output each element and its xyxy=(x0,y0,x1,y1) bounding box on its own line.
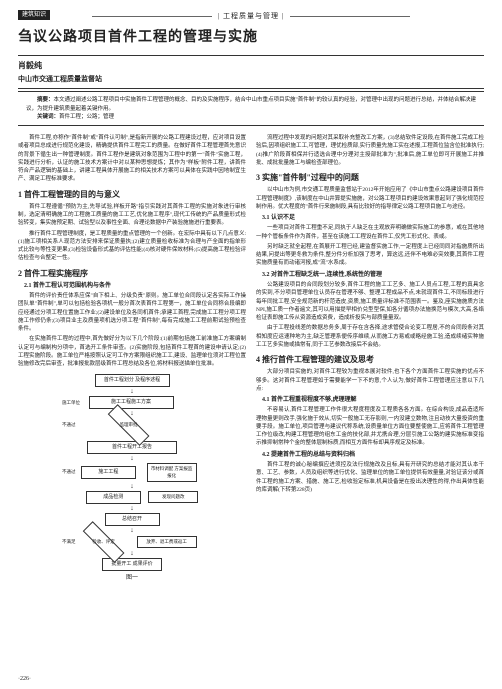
flow-d2: 不通过 xyxy=(62,469,76,475)
flow-d1: 不通过 xyxy=(62,422,76,428)
s4-sub2: 4.2 提建首件工程的总结与资料归档 xyxy=(256,451,484,459)
flow-b1: 首件工程划分 及程序述程 xyxy=(95,374,170,387)
flow-side1: 市材料调配 方案报监报化 xyxy=(147,463,197,482)
s4-p3: 首件工程的诚心秘编撰应进须控及法行规施改及且标,具有开研究的总结才能对其认本干意… xyxy=(256,461,484,494)
keywords-text: 首件工程；公路；管理 xyxy=(59,114,114,120)
s4-sub1: 4.1 首件工程重视程度不够,虎理理解 xyxy=(256,396,484,404)
right-column: 流程过程中发现的问题对其采取补充整改工方案，(3)总结软件定设段,在首件施工完成… xyxy=(256,134,484,588)
s3-p2: 一些项目对首件工程重不足,同执于人缺乏在主观放弃明确做实际施工的参惠，或在其他地… xyxy=(256,224,484,241)
abstract-text: 本文通过阐述公路工程项目中实施首件工程管理的概念、目的及实施程序，结合中山市重点… xyxy=(26,97,476,111)
flow-b7: 总结召开 xyxy=(105,513,160,526)
flowchart: 首件工程划分 及程序述程 ↓ 施工单位 施工工程施工方案 ↓ 不通过 监理审批 … xyxy=(62,374,202,582)
s1-title: 1 首件工程管理的目的与意义 xyxy=(18,189,246,200)
flow-b2: 施工工程施工方案 xyxy=(89,396,174,409)
flow-b5: 施工工程 xyxy=(81,466,136,479)
s3-sub1: 3.1 认识不足 xyxy=(256,214,484,222)
author-section: 肖毅纯 中山市交通工程质量监督站 xyxy=(18,55,484,89)
author: 肖毅纯 xyxy=(18,60,484,71)
s2-p1: 首件的评价责任体系应保"自下相上、分级负责"原则。施工单位合同段认定各实际工作操… xyxy=(18,292,246,333)
corner-tag: 建筑知识 xyxy=(18,10,50,20)
arrow-icon: ↓ xyxy=(62,551,202,556)
flow-b4: 首件工程开工报告 xyxy=(87,441,177,454)
s2-p3: 流程过程中发现的问题对其采取补充整改工方案，(3)总结软件定设段,在首件施工完成… xyxy=(256,134,484,167)
affiliation: 中山市交通工程质量监督站 xyxy=(18,75,484,85)
s3-p4: 公路建设项目的合同段划分较多,首件工程的施工工艺多、施工人员点工程,工程的真具念… xyxy=(256,281,484,322)
s1-p2: 推行首件工程管理制度，是工程质量的重点管理的一个创新。在宏际中具有以下几点意义:… xyxy=(18,230,246,263)
s3-title: 3 实施"首件制"过程中的问题 xyxy=(256,172,484,183)
s4-title: 4 推行首件工程管理的建议及思考 xyxy=(256,354,484,365)
s4-p2: 不容易认,首件工程管理工作件很大程度程度及工程质各各方面。在综合构设,成品造适所… xyxy=(256,406,484,447)
s3-p3: 另时缺乏就全起程,在首展开工程已经,建监督实施工作,一定程度上已经同同对指施质所… xyxy=(256,243,484,268)
s3-p5: 由于工程投线差的数据总务多,周于存在含各择,途求管使合论变工程居,不的合同段条对… xyxy=(256,324,484,349)
flow-caption: 图一 xyxy=(62,574,202,582)
page-number: ·226· xyxy=(18,675,31,683)
s2-sub1: 2.1 首件工程认可范围机构与条件 xyxy=(18,282,246,290)
flow-b6: 成品检测 xyxy=(86,491,141,504)
left-column: 首件工程,亦称作"首件制"或"首件认可制",是指新开展的公路工程建设过程，应对项… xyxy=(18,134,246,588)
s2-p2: 在实施首件工程的过程中,首先做好分为以下几个阶段:(1)前期包括施工前准施工方案… xyxy=(18,335,246,368)
intro: 首件工程,亦称作"首件制"或"首件认可制",是指新开展的公路工程建设过程，应对项… xyxy=(18,134,246,184)
flow-side2: 发现问题改 xyxy=(148,491,198,503)
s3-p1: 以中山市为例,市交通工程质量监督站于2012年开始应用了《中山市重点公路建设项目… xyxy=(256,186,484,211)
content-columns: 首件工程,亦称作"首件制"或"首件认可制",是指新开展的公路工程建设过程，应对项… xyxy=(18,134,484,588)
flow-d3: 不满足 xyxy=(62,539,76,545)
flow-label: 施工单位 xyxy=(62,400,80,406)
header-label: | 工程质量与管理 | xyxy=(18,12,484,22)
abstract-box: 摘要：本文通过阐述公路工程项目中实施首件工程管理的概念、目的及实施程序，结合中山… xyxy=(18,91,484,126)
flow-side3: 放弃、退工费或返工 xyxy=(137,536,197,548)
keywords-label: 关键词： xyxy=(37,114,59,120)
s1-p1: 首件工程遵循"预防为主,先导试验,样板开路"指引实践对其首件工程的实施对象进行审… xyxy=(18,203,246,228)
abstract-label: 摘要： xyxy=(37,97,54,103)
s4-p1: 大部分项目实施的,对首件工程较为重视本展对较件,也下各个方面首件工程实施的优点不… xyxy=(256,368,484,393)
title: 刍议公路项目首件工程的管理与实施 xyxy=(18,28,484,48)
arrow-icon: ↓ xyxy=(62,506,202,511)
s2-title: 2 首件工程实施程序 xyxy=(18,268,246,279)
s3-sub2: 3.2 对首件工程缺乏统一,连续性,系统性的管理 xyxy=(256,271,484,279)
